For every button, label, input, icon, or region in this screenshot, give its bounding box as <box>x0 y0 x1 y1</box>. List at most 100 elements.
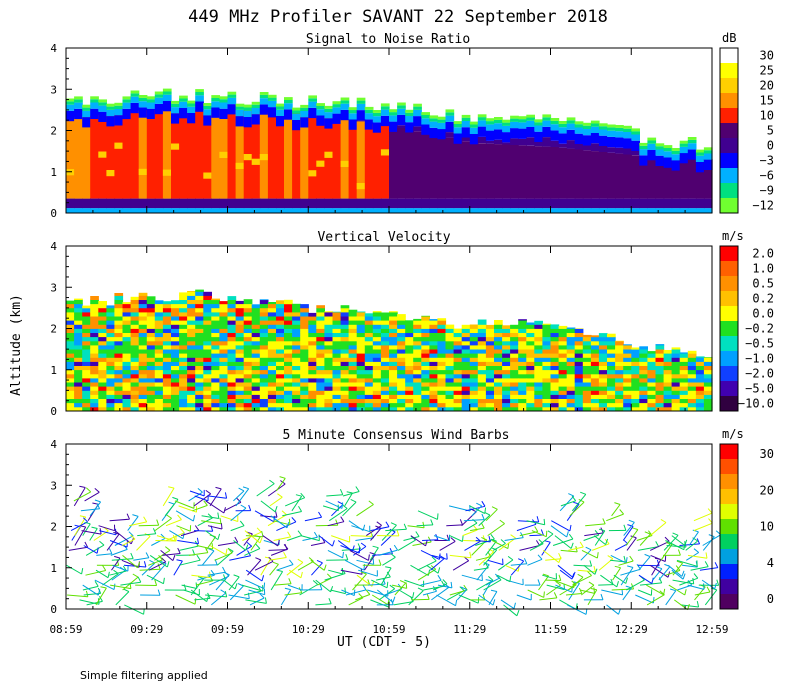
snr-cell <box>82 208 91 213</box>
snr-cell <box>74 208 83 213</box>
vv-cell <box>389 365 398 371</box>
vv-cell <box>332 382 342 387</box>
colorbar-swatch <box>720 138 738 154</box>
vv-cell <box>243 386 253 391</box>
vv-cell <box>380 369 390 375</box>
vv-cell <box>372 378 382 383</box>
snr-cell <box>598 208 608 213</box>
wind-barb <box>671 535 686 546</box>
wind-barb <box>693 512 713 522</box>
vv-cell <box>364 378 374 383</box>
wind-barb-flag <box>79 485 86 488</box>
wind-barb-flag <box>571 573 575 580</box>
vv-cell <box>243 353 253 358</box>
wind-barb <box>154 517 172 532</box>
vv-cell <box>542 369 552 375</box>
vv-cell <box>227 312 237 317</box>
vv-cell <box>292 303 301 309</box>
vv-cell <box>356 365 366 371</box>
vv-cell <box>332 369 342 375</box>
snr-cell <box>372 116 382 123</box>
vv-cell <box>66 300 75 305</box>
vv-cell <box>292 340 301 346</box>
vv-cell <box>566 327 576 329</box>
vv-cell <box>195 349 204 354</box>
vv-cell <box>623 390 632 395</box>
wind-barb-flag <box>234 583 238 590</box>
snr-cell <box>235 106 245 110</box>
vv-cell <box>502 357 511 362</box>
wind-barb-flag <box>238 487 245 492</box>
snr-cell <box>332 107 342 114</box>
vv-cell <box>162 336 172 342</box>
wind-barb <box>331 535 350 543</box>
vv-cell <box>405 369 414 375</box>
vv-cell <box>227 345 237 350</box>
wind-barb <box>452 560 469 571</box>
vv-cell <box>518 361 527 366</box>
snr-cell <box>502 208 511 213</box>
wind-barb-flag <box>102 565 107 571</box>
vv-cell <box>413 353 422 358</box>
snr-cell <box>114 208 124 213</box>
snr-cell <box>90 108 99 119</box>
wind-barb-flag <box>369 530 373 537</box>
vv-cell <box>574 332 584 338</box>
vv-cell <box>598 365 608 371</box>
vv-cell <box>437 365 447 371</box>
vv-cell <box>195 307 204 313</box>
snr-cell <box>251 111 261 199</box>
wind-barb-flag <box>575 603 578 610</box>
wind-barb-flag <box>161 557 167 563</box>
wind-barb-flag <box>353 589 356 596</box>
vv-cell <box>429 345 439 350</box>
wind-barb <box>559 569 573 580</box>
vv-cell <box>582 406 592 412</box>
snr-cell <box>130 198 140 209</box>
vv-cell <box>590 336 600 342</box>
snr-cell <box>663 157 673 168</box>
vv-cell <box>292 361 301 366</box>
wind-barb-flag <box>437 513 439 520</box>
vv-cell <box>615 390 624 395</box>
vv-cell <box>364 386 374 391</box>
snr-cell <box>687 208 697 213</box>
vv-cell <box>598 361 608 366</box>
vv-cell <box>82 406 91 412</box>
colorbar-swatch <box>720 93 738 109</box>
vv-cell <box>477 378 487 383</box>
snr-cell <box>251 198 261 209</box>
snr-cell <box>429 121 439 128</box>
vv-cell <box>558 328 568 333</box>
vv-cell <box>413 390 422 395</box>
wind-barb-flag <box>682 573 686 580</box>
vv-cell <box>300 361 309 366</box>
vv-cell <box>380 357 390 362</box>
snr-cell <box>251 101 261 105</box>
vv-cell <box>316 345 325 350</box>
vv-cell <box>356 345 366 350</box>
vv-cell <box>340 394 350 399</box>
wind-barbs-panel: 5 Minute Consensus Wind Barbs 0123408:59… <box>49 427 774 636</box>
vv-cell <box>380 382 390 387</box>
wind-barb <box>287 535 302 541</box>
vv-cell <box>227 386 237 391</box>
wind-barb <box>310 559 325 571</box>
snr-cell <box>122 198 132 209</box>
snr-cell <box>445 112 455 116</box>
vv-cell <box>397 373 406 379</box>
vv-cell <box>162 402 172 408</box>
wind-barb-flag <box>240 504 247 509</box>
vv-cell <box>203 369 212 375</box>
snr-cell <box>413 103 422 107</box>
vv-cell <box>461 328 471 333</box>
wind-barb <box>672 579 694 585</box>
wind-barb <box>208 495 227 499</box>
vv-cell <box>316 316 325 321</box>
vv-cell <box>179 357 188 362</box>
wind-barb <box>102 573 119 586</box>
vv-cell <box>316 357 325 362</box>
vv-cell <box>485 328 495 333</box>
snr-cell <box>405 109 414 113</box>
vv-cell <box>574 394 584 399</box>
